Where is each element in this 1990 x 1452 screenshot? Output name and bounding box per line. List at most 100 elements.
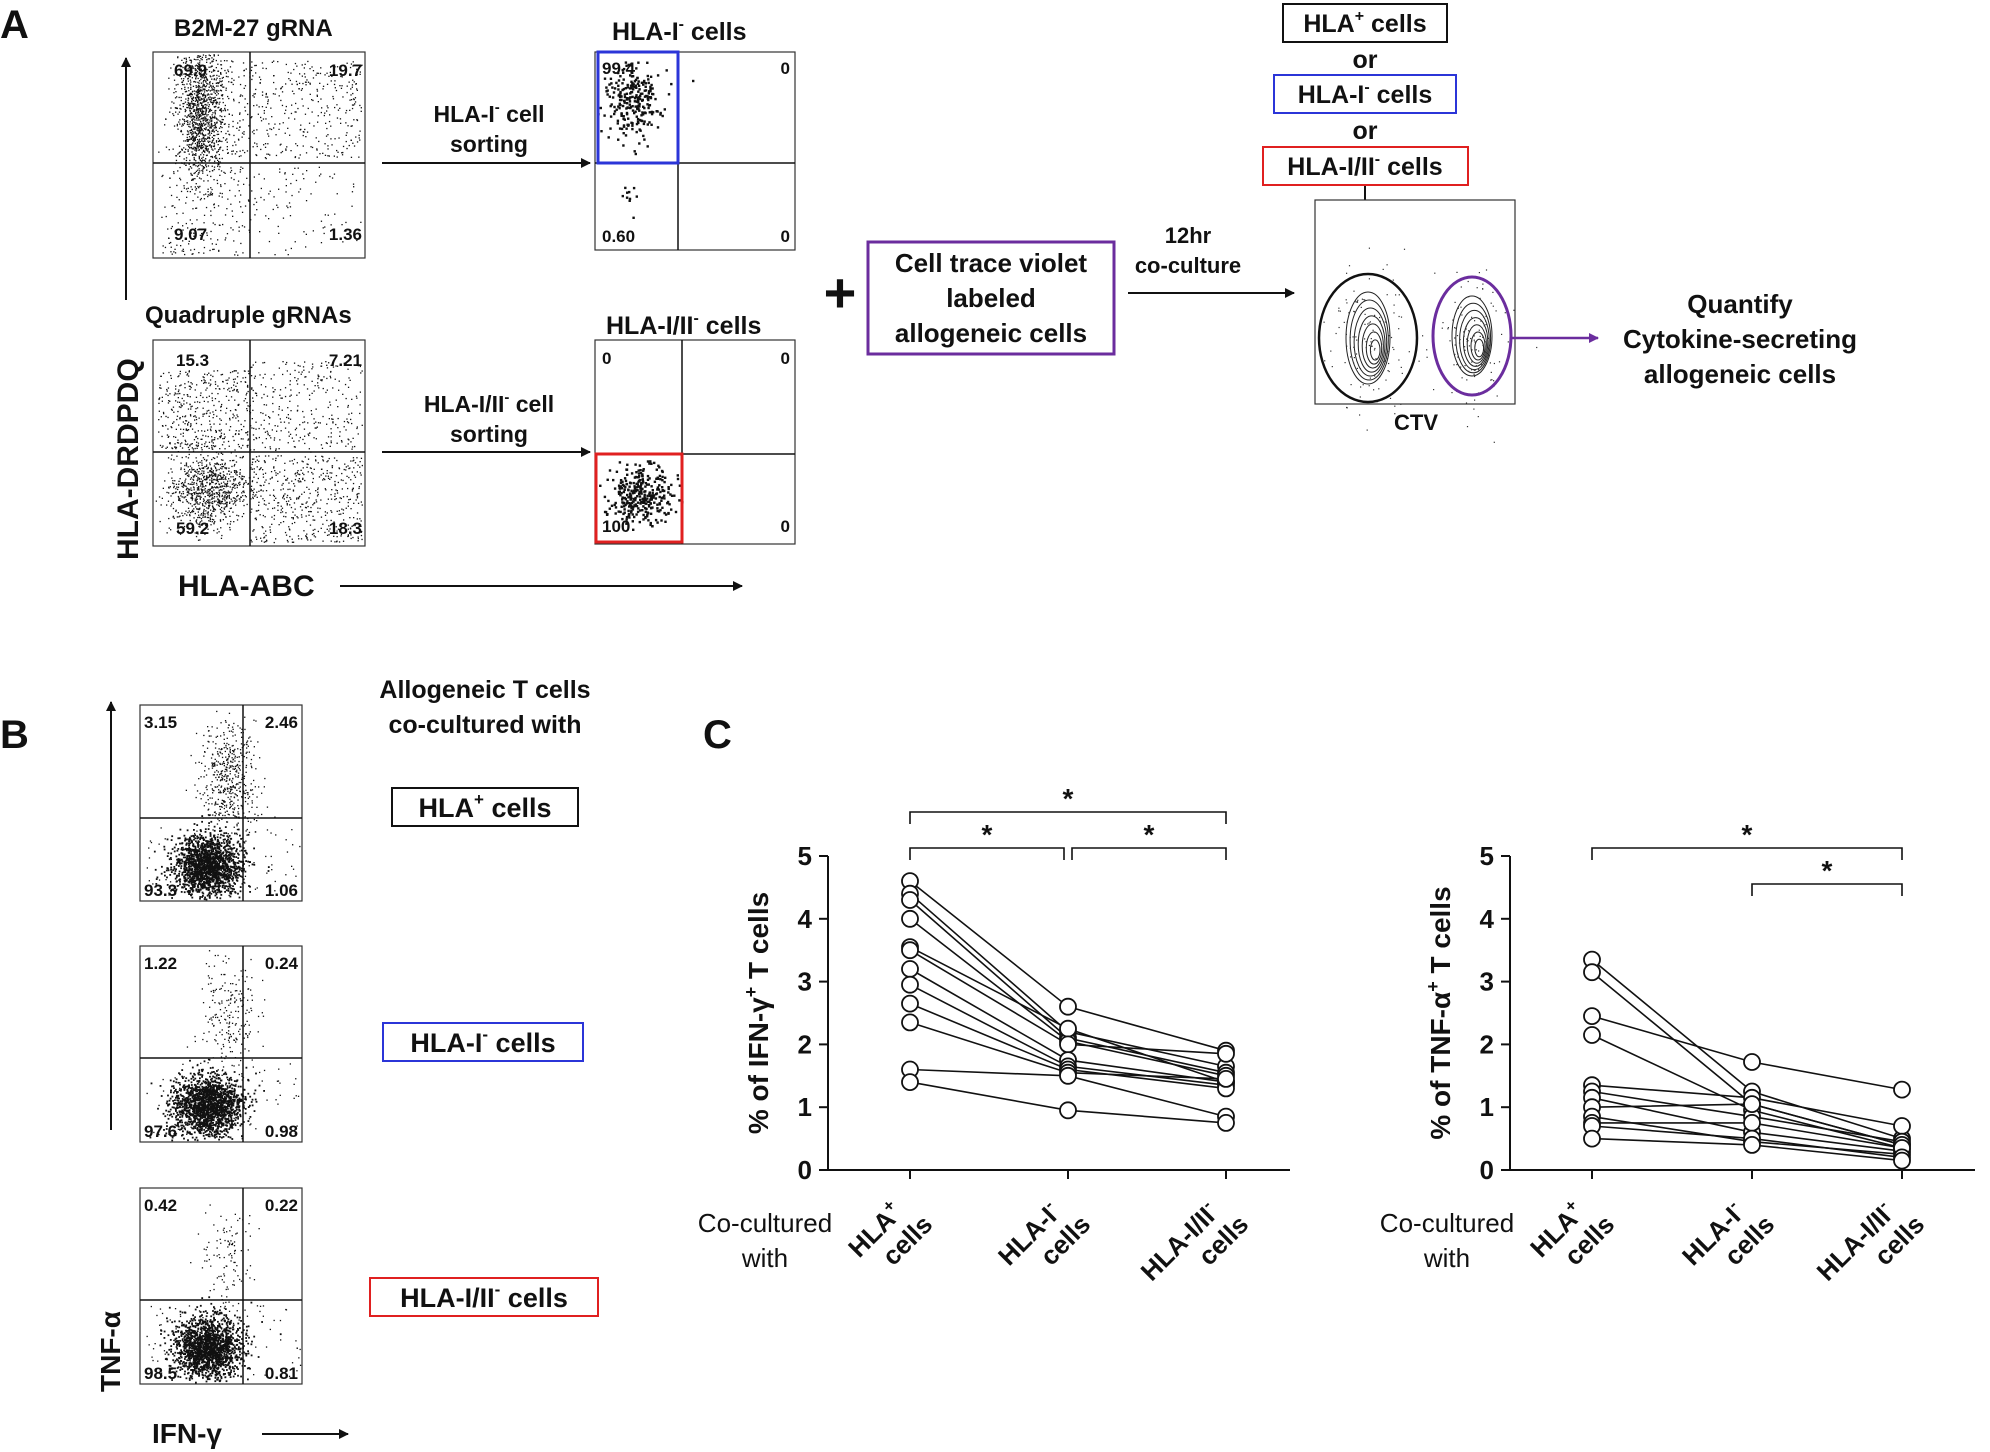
event-dot	[295, 102, 297, 105]
event-dot	[201, 90, 203, 92]
event-dot	[213, 166, 216, 168]
event-dot	[244, 495, 246, 497]
event-dot	[245, 394, 247, 396]
event-dot	[294, 485, 296, 487]
event-dot	[313, 468, 315, 470]
event-dot	[648, 477, 651, 480]
event-dot	[194, 138, 196, 140]
event-dot	[218, 500, 220, 502]
event-dot	[301, 516, 303, 518]
event-dot	[211, 448, 213, 450]
event-dot	[207, 83, 209, 85]
event-dot	[210, 494, 212, 496]
event-dot	[221, 489, 223, 491]
event-dot	[177, 83, 179, 86]
event-dot	[303, 231, 305, 233]
event-dot	[260, 384, 262, 386]
event-dot	[298, 82, 301, 84]
event-dot	[305, 376, 307, 378]
event-dot	[233, 439, 235, 442]
event-dot	[274, 470, 276, 472]
event-dot	[1480, 320, 1482, 322]
event-dot	[234, 502, 236, 504]
event-dot	[663, 108, 666, 111]
event-dot	[192, 66, 194, 68]
event-dot	[207, 140, 209, 142]
event-dot	[302, 467, 304, 469]
event-dot	[334, 484, 336, 487]
event-dot	[267, 153, 270, 155]
event-dot	[629, 498, 632, 501]
event-dot	[184, 416, 186, 418]
event-dot	[192, 125, 194, 127]
event-dot	[164, 246, 167, 249]
event-dot	[262, 473, 264, 475]
event-dot	[199, 129, 201, 131]
event-dot	[631, 513, 634, 516]
event-dot	[203, 138, 205, 140]
event-dot	[235, 473, 237, 475]
event-dot	[248, 372, 250, 375]
event-dot	[194, 512, 196, 515]
event-dot	[187, 408, 190, 410]
event-dot	[340, 479, 342, 481]
event-dot	[234, 370, 236, 372]
event-dot	[205, 76, 207, 78]
event-dot	[180, 384, 182, 386]
event-dot	[644, 111, 647, 115]
event-dot	[181, 512, 183, 514]
event-dot	[217, 501, 220, 504]
event-dot	[192, 179, 194, 181]
event-dot	[644, 499, 647, 502]
event-dot	[329, 401, 331, 403]
sorted-bottom-title: HLA-I/II- cells	[606, 310, 761, 340]
event-dot	[208, 496, 211, 498]
event-dot	[180, 462, 182, 464]
event-dot	[255, 88, 257, 91]
event-dot	[200, 154, 202, 156]
event-dot	[297, 535, 300, 537]
quadrant-lr: 0	[781, 227, 790, 246]
event-dot	[352, 61, 354, 63]
event-dot	[216, 504, 218, 506]
event-dot	[201, 482, 203, 485]
event-dot	[191, 253, 193, 255]
event-dot	[286, 503, 288, 505]
event-dot	[305, 81, 307, 83]
event-dot	[200, 438, 202, 440]
event-dot	[243, 183, 245, 185]
event-dot	[332, 422, 334, 424]
event-dot	[225, 412, 227, 414]
event-dot	[280, 509, 282, 511]
event-dot	[336, 530, 338, 532]
event-dot	[198, 116, 200, 119]
event-dot	[175, 155, 178, 157]
event-dot	[191, 223, 193, 225]
event-dot	[246, 392, 248, 394]
event-dot	[260, 537, 262, 539]
event-dot	[192, 118, 194, 120]
event-dot	[237, 122, 239, 124]
event-dot	[344, 66, 347, 68]
event-dot	[192, 128, 195, 130]
event-dot	[291, 437, 293, 439]
event-dot	[254, 64, 256, 67]
event-dot	[252, 497, 254, 500]
event-dot	[633, 485, 636, 488]
event-dot	[180, 428, 182, 430]
event-dot	[1356, 301, 1359, 303]
event-dot	[187, 472, 189, 474]
event-dot	[251, 508, 253, 510]
event-dot	[338, 501, 341, 503]
event-dot	[357, 464, 359, 466]
event-dot	[288, 431, 290, 433]
event-dot	[215, 67, 217, 69]
event-dot	[259, 484, 261, 487]
event-dot	[622, 78, 625, 81]
event-dot	[304, 442, 306, 445]
event-dot	[639, 487, 642, 490]
event-dot	[628, 504, 632, 507]
event-dot	[648, 90, 651, 93]
event-dot	[646, 513, 649, 517]
event-dot	[171, 426, 173, 429]
